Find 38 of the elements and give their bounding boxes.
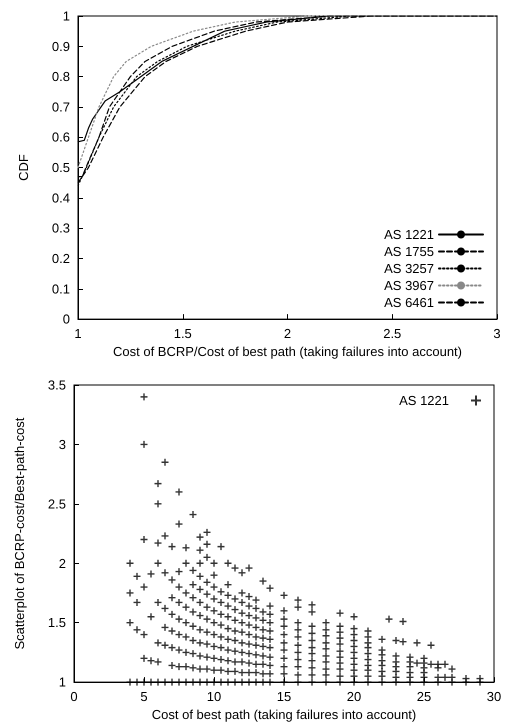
y-tick-label: 3 <box>58 436 66 452</box>
y-tick-label: 1 <box>62 8 70 24</box>
y-tick-label: 0.7 <box>52 99 70 114</box>
y-tick-label: 0.4 <box>52 190 70 206</box>
y-tick-label: 0.1 <box>52 281 70 296</box>
x-axis-title: Cost of BCRP/Cost of best path (taking failures into account) <box>112 344 462 359</box>
y-tick-label: 0.9 <box>52 38 70 54</box>
y-tick-label: 0 <box>62 312 70 327</box>
x-tick-label: 5 <box>140 689 148 704</box>
legend-label: AS 3257 <box>384 261 434 276</box>
x-tick-label: 30 <box>486 689 502 704</box>
y-axis-title: CDF <box>16 154 31 181</box>
legend-label: AS 3967 <box>384 278 434 293</box>
y-tick-label: 2 <box>58 556 66 571</box>
legend-label: AS 1755 <box>384 244 434 259</box>
y-tick-label: 0.6 <box>52 130 70 145</box>
x-tick-label: 15 <box>276 689 292 704</box>
x-tick-label: 2 <box>284 326 292 342</box>
x-tick-label: 1 <box>74 326 82 342</box>
x-tick-label: 10 <box>206 689 222 704</box>
y-tick-label: 0.5 <box>52 160 70 176</box>
x-tick-label: 3 <box>493 326 501 342</box>
y-tick-label: 3.5 <box>48 378 66 392</box>
y-tick-label: 0.2 <box>52 250 70 266</box>
y-tick-label: 2.5 <box>48 496 66 512</box>
y-tick-label: 1.5 <box>48 615 66 630</box>
x-tick-label: 1.5 <box>174 326 192 342</box>
x-tick-label: 25 <box>416 689 432 704</box>
x-tick-label: 2.5 <box>383 326 402 342</box>
x-tick-label: 20 <box>346 689 362 704</box>
legend-label: AS 1221 <box>384 227 434 242</box>
legend-label: AS 1221 <box>399 393 449 408</box>
legend-label: AS 6461 <box>384 295 434 310</box>
y-axis-title: Scatterplot of BCRP-cost/Best-path-cost <box>12 417 27 650</box>
y-tick-label: 0.3 <box>52 220 70 236</box>
y-tick-label: 0.8 <box>52 69 70 84</box>
y-tick-label: 1 <box>58 674 66 690</box>
x-axis-title: Cost of best path (taking failures into account) <box>152 707 416 722</box>
